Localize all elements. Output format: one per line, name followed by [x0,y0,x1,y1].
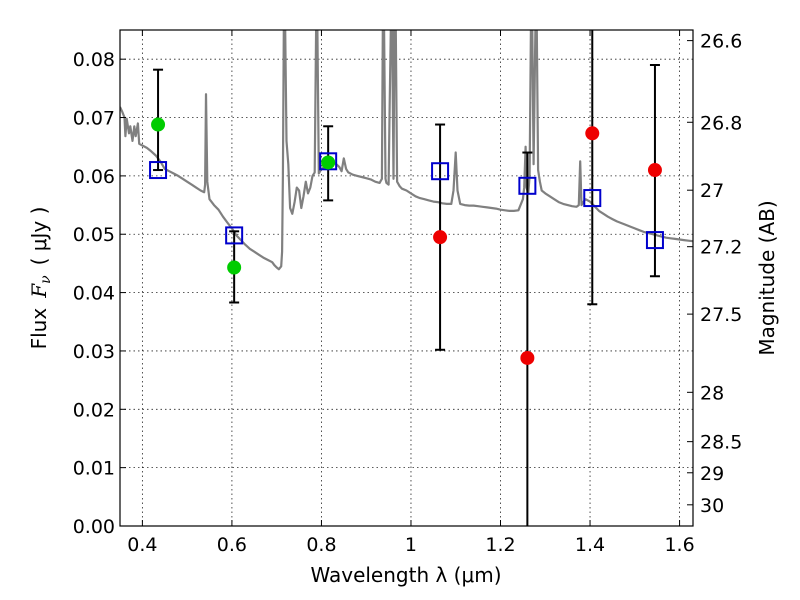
y-tick-label: 0.00 [73,516,115,538]
y-axis-label-symbol: F [27,283,51,299]
observed-flux-point [647,163,662,178]
x-tick-label: 0.6 [217,534,247,556]
x-tick-label: 1.2 [485,534,515,556]
model-photometry-square [431,162,450,181]
y-axis-label: Flux Fν ( μJy ) [27,207,54,350]
x-tick-label: 1 [405,534,417,556]
y-tick-label: 0.07 [73,108,115,130]
x-axis-label: Wavelength λ (μm) [310,563,501,587]
model-photometry-square [518,176,537,195]
y-tick-label: 0.08 [73,49,115,71]
y2-tick-label: 26.6 [700,31,742,53]
markers [149,30,664,526]
y-axis-label-unit: ( μJy ) [27,207,51,266]
y-tick-label: 0.01 [73,458,115,480]
y-tick-label: 0.06 [73,166,115,188]
y-tick-label: 0.05 [73,224,115,246]
y-tick-label: 0.03 [73,341,115,363]
observed-flux-point [321,155,336,170]
y2-tick-label: 28 [700,382,724,404]
y2-tick-label: 26.8 [700,112,742,134]
right-axis-label: Magnitude (AB) [755,200,779,355]
y-axis-label-subscript: ν [38,275,54,284]
observed-flux-point [585,126,600,141]
y-tick-label: 0.02 [73,399,115,421]
observed-flux-point [151,117,166,132]
y2-tick-label: 27.5 [700,304,742,326]
observed-flux-point [433,230,448,245]
axis-ticks: 0.4 0.6 0.8 1 1.2 1.4 1.6 0.00 0.01 0.02 0.03 0.04 0… [73,30,742,556]
observed-flux-point [227,260,242,275]
model-photometry-square [583,189,602,208]
plot-frame [119,29,694,527]
x-tick-label: 0.8 [306,534,336,556]
observed-flux-point [520,350,535,365]
y2-tick-label: 28.5 [700,432,742,454]
plot-area [120,30,693,271]
y2-tick-label: 30 [700,495,724,517]
model-photometry-square [149,161,168,180]
model-photometry-square [225,226,244,245]
model-photometry-square [645,231,664,250]
x-tick-label: 1.4 [575,534,605,556]
y-tick-label: 0.04 [73,283,115,305]
y-axis-label-prefix: Flux [27,308,51,350]
y2-tick-label: 27 [700,180,724,202]
y2-tick-label: 29 [700,463,724,485]
spectrum-line [120,30,693,271]
x-tick-label: 1.6 [664,534,694,556]
x-tick-label: 0.4 [127,534,157,556]
y2-tick-label: 27.2 [700,237,742,259]
